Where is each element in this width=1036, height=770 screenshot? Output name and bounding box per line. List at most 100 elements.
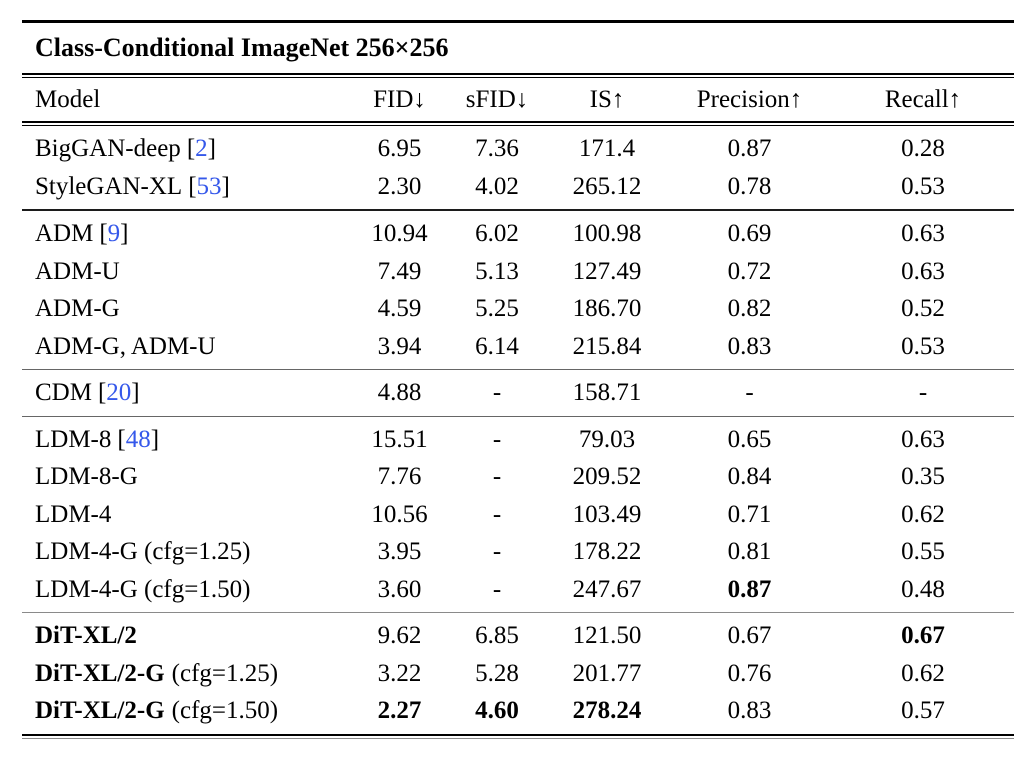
citation-bracket: ]	[150, 425, 160, 453]
recall-cell: 0.57	[901, 697, 945, 725]
citation-number[interactable]: 2	[195, 135, 208, 163]
precision-cell: 0.83	[727, 332, 772, 360]
section-divider	[22, 415, 1015, 417]
model-name: DiT-XL/2-G	[35, 697, 165, 725]
sfid-cell: -	[492, 379, 502, 407]
fid-cell: 15.51	[371, 425, 428, 453]
is-cell: 79.03	[578, 425, 636, 453]
precision-cell: 0.87	[727, 575, 772, 603]
fid-cell: 7.49	[377, 257, 422, 285]
citation-bracket: [	[117, 425, 126, 453]
page: Class-Conditional ImageNet 256×256 Model…	[22, 19, 1015, 739]
citation-bracket: ]	[131, 379, 140, 407]
model-cell: BigGAN-deep [2]	[22, 126, 352, 168]
citation-number[interactable]: 20	[106, 379, 132, 407]
table-row: DiT-XL/2-G (cfg=1.25) 3.22 5.28 201.77 0.…	[22, 655, 1014, 693]
model-name: CDM	[35, 379, 92, 407]
model-name: DiT-XL/2	[35, 622, 137, 650]
citation: [48]	[117, 426, 159, 453]
precision-cell: 0.67	[727, 622, 772, 650]
table-row: BigGAN-deep [2] 6.95 7.36 171.4 0.87 0.28	[22, 126, 1014, 168]
model-suffix: (cfg=1.25)	[171, 659, 279, 687]
column-header-recall: Recall↑	[884, 85, 962, 113]
sfid-cell: 4.02	[475, 172, 519, 200]
model-cell: LDM-8 [48]	[22, 417, 352, 459]
model-cell: LDM-4	[22, 496, 352, 534]
model-cell: DiT-XL/2-G (cfg=1.50)	[22, 692, 352, 735]
table-row: StyleGAN-XL [53] 2.30 4.02 265.12 0.78 0.…	[22, 168, 1014, 211]
fid-cell: 10.94	[371, 220, 428, 248]
fid-cell: 10.56	[371, 500, 428, 528]
citation-bracket: [	[97, 379, 107, 407]
recall-cell: 0.55	[901, 538, 945, 566]
model-name: ADM-G	[35, 295, 120, 323]
table-row: ADM-U 7.49 5.13 127.49 0.72 0.63	[22, 253, 1014, 291]
is-cell: 121.50	[572, 622, 642, 650]
citation-number[interactable]: 48	[125, 425, 151, 453]
table-row: LDM-4 10.56 - 103.49 0.71 0.62	[22, 496, 1014, 534]
model-cell: ADM-G, ADM-U	[22, 328, 352, 370]
section-divider	[22, 612, 1015, 614]
table-title-row: Class-Conditional ImageNet 256×256	[22, 19, 1015, 74]
table-title: Class-Conditional ImageNet 256×256	[22, 19, 1015, 74]
column-header-is: IS↑	[589, 85, 625, 113]
is-cell: 103.49	[572, 500, 642, 528]
precision-cell: 0.69	[727, 220, 772, 248]
is-cell: 247.67	[572, 575, 642, 603]
recall-cell: 0.28	[901, 135, 945, 163]
section-adm: ADM [9] 10.94 6.02 100.98 0.69 0.63 ADM-U…	[22, 211, 1014, 370]
recall-cell: 0.35	[901, 463, 945, 491]
table-row: ADM-G, ADM-U 3.94 6.14 215.84 0.83 0.53	[22, 328, 1014, 370]
citation-number[interactable]: 9	[107, 220, 121, 248]
is-cell: 265.12	[572, 172, 642, 200]
section-ldm: LDM-8 [48] 15.51 - 79.03 0.65 0.63 LDM-8-…	[22, 417, 1014, 613]
model-name: LDM-4-G (cfg=1.50)	[35, 575, 251, 603]
citation-number[interactable]: 53	[196, 172, 222, 200]
column-header-row: Model FID↓ sFID↓ IS↑ Precision↑ Recall↑	[22, 77, 1014, 122]
sfid-cell: 5.13	[475, 257, 519, 285]
is-cell: 127.49	[572, 257, 642, 285]
table-row: LDM-4-G (cfg=1.50) 3.60 - 247.67 0.87 0.…	[22, 571, 1014, 613]
is-cell: 278.24	[572, 697, 642, 725]
is-cell: 215.84	[572, 332, 642, 360]
citation-bracket: [	[188, 172, 197, 200]
model-name: ADM-U	[35, 257, 120, 285]
model-cell: ADM [9]	[22, 211, 352, 253]
is-cell: 100.98	[572, 220, 642, 248]
sfid-cell: 7.36	[475, 135, 519, 163]
model-name: StyleGAN-XL	[35, 172, 183, 200]
model-cell: CDM [20]	[22, 370, 352, 416]
model-name: DiT-XL/2-G	[35, 659, 165, 687]
fid-cell: 2.27	[377, 697, 422, 725]
table-row: DiT-XL/2 9.62 6.85 121.50 0.67 0.67	[22, 613, 1014, 655]
sfid-cell: 5.25	[475, 295, 519, 323]
citation-bracket: [	[99, 220, 108, 248]
is-cell: 178.22	[572, 538, 642, 566]
model-suffix: (cfg=1.50)	[171, 697, 279, 725]
model-cell: DiT-XL/2	[22, 613, 352, 655]
sfid-cell: -	[492, 575, 502, 603]
model-name: ADM	[35, 220, 94, 248]
section-cdm: CDM [20] 4.88 - 158.71 - -	[22, 370, 1014, 416]
sfid-cell: -	[492, 463, 502, 491]
recall-cell: 0.63	[901, 220, 945, 248]
fid-cell: 3.95	[377, 538, 422, 566]
recall-cell: 0.52	[901, 295, 945, 323]
divider-under-title	[22, 72, 1015, 78]
fid-cell: 9.62	[377, 622, 422, 650]
divider-under-header	[22, 121, 1015, 127]
sfid-cell: 4.60	[475, 697, 519, 725]
model-cell: DiT-XL/2-G (cfg=1.25)	[22, 655, 352, 693]
model-name: ADM-G, ADM-U	[35, 332, 216, 360]
recall-cell: 0.62	[901, 659, 945, 687]
sfid-cell: -	[492, 425, 502, 453]
sfid-cell: -	[492, 538, 502, 566]
fid-cell: 2.30	[377, 172, 422, 200]
model-cell: LDM-8-G	[22, 458, 352, 496]
fid-cell: 6.95	[377, 135, 422, 163]
column-header-precision: Precision↑	[696, 85, 803, 113]
citation-bracket: ]	[221, 172, 230, 200]
precision-cell: 0.83	[727, 697, 772, 725]
recall-cell: 0.63	[901, 425, 945, 453]
sfid-cell: -	[492, 500, 502, 528]
